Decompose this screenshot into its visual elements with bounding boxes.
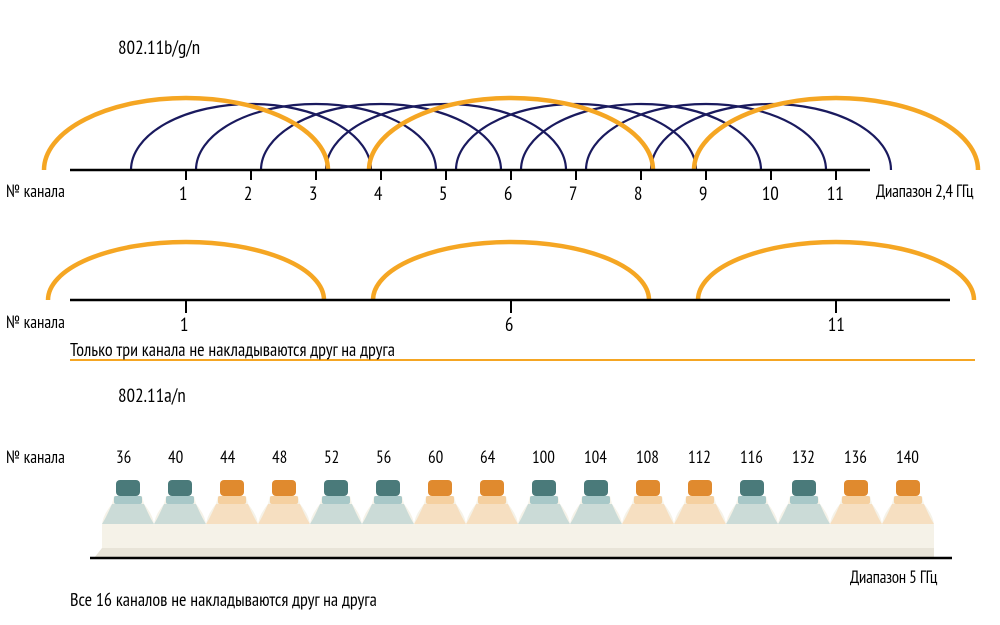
bottle-foot-112	[666, 548, 726, 558]
bottle-foot-132	[770, 548, 830, 558]
bottle-cap-48	[272, 480, 296, 496]
title-5ghz: 802.11a/n	[118, 384, 186, 408]
chnum-nonoverlap-11: 11	[828, 313, 845, 337]
bottle-cap-100	[532, 480, 556, 496]
bottle-neck-132	[790, 496, 818, 504]
bottle-foot-140	[874, 548, 934, 558]
bottle-foot-100	[510, 548, 570, 558]
bottle-cap-40	[168, 480, 192, 496]
bottle-foot-52	[302, 548, 362, 558]
chnum-24-3: 3	[309, 182, 318, 206]
bottle-cap-132	[792, 480, 816, 496]
bottle-cap-64	[480, 480, 504, 496]
chnum-5-104: 104	[584, 446, 607, 468]
chnum-24-1: 1	[179, 182, 188, 206]
caption-3nonoverlap: Только три канала не накладываются друг …	[70, 338, 395, 361]
chnum-24-7: 7	[569, 182, 578, 206]
chnum-5-56: 56	[376, 446, 391, 468]
arc-24-ch11	[694, 98, 978, 170]
chnum-24-8: 8	[634, 182, 643, 206]
bottle-foot-136	[822, 548, 882, 558]
bottle-foot-108	[614, 548, 674, 558]
chnum-5-108: 108	[636, 446, 659, 468]
diagram-svg	[0, 0, 1000, 625]
chnum-5-116: 116	[740, 446, 763, 468]
bottle-neck-44	[218, 496, 246, 504]
bottle-foot-44	[198, 548, 258, 558]
bottle-neck-136	[842, 496, 870, 504]
bottle-cap-56	[376, 480, 400, 496]
bottle-cap-36	[116, 480, 140, 496]
chnum-5-140: 140	[896, 446, 919, 468]
axis-label-5: № канала	[6, 446, 65, 468]
bottle-neck-36	[114, 496, 142, 504]
range-label-5: Диапазон 5 ГГц	[850, 566, 937, 588]
arc-24-ch6	[369, 98, 653, 170]
bottle-foot-104	[562, 548, 622, 558]
chnum-5-112: 112	[688, 446, 711, 468]
chnum-24-4: 4	[374, 182, 383, 206]
bottle-neck-64	[478, 496, 506, 504]
chnum-24-6: 6	[504, 182, 513, 206]
chnum-nonoverlap-6: 6	[505, 313, 514, 337]
bottle-cap-104	[584, 480, 608, 496]
bottle-cap-116	[740, 480, 764, 496]
chnum-5-52: 52	[324, 446, 339, 468]
bottle-neck-48	[270, 496, 298, 504]
axis-label-24: № канала	[6, 180, 65, 202]
title-24ghz: 802.11b/g/n	[118, 36, 200, 60]
chnum-5-136: 136	[844, 446, 867, 468]
chnum-5-36: 36	[116, 446, 131, 468]
bottle-cap-136	[844, 480, 868, 496]
bottle-cap-44	[220, 480, 244, 496]
caption-16nonoverlap: Все 16 каналов не накладываются друг на …	[70, 588, 377, 611]
chnum-5-44: 44	[220, 446, 235, 468]
bottle-foot-116	[718, 548, 778, 558]
bottle-neck-100	[530, 496, 558, 504]
chnum-5-40: 40	[168, 446, 183, 468]
bottle-foot-56	[354, 548, 414, 558]
bottle-neck-52	[322, 496, 350, 504]
arc-nonoverlap-ch1	[48, 242, 324, 300]
bottle-neck-112	[686, 496, 714, 504]
range-label-24: Диапазон 2,4 ГГц	[876, 180, 973, 202]
chnum-5-100: 100	[532, 446, 555, 468]
bottle-foot-48	[250, 548, 310, 558]
bottle-cap-60	[428, 480, 452, 496]
chnum-5-48: 48	[272, 446, 287, 468]
chnum-nonoverlap-1: 1	[180, 313, 189, 337]
bottle-foot-60	[406, 548, 466, 558]
bottle-neck-104	[582, 496, 610, 504]
chnum-5-132: 132	[792, 446, 815, 468]
bottle-neck-116	[738, 496, 766, 504]
axis-label-nonoverlap: № канала	[6, 311, 65, 333]
bottle-cap-108	[636, 480, 660, 496]
diagram-root: 802.11b/g/n1234567891011№ каналаДиапазон…	[0, 0, 1000, 625]
chnum-24-2: 2	[244, 182, 253, 206]
chnum-24-11: 11	[827, 182, 844, 206]
arc-nonoverlap-ch11	[698, 242, 974, 300]
bottle-neck-140	[894, 496, 922, 504]
bottle-neck-56	[374, 496, 402, 504]
chnum-5-64: 64	[480, 446, 495, 468]
bottle-cap-112	[688, 480, 712, 496]
bottle-neck-60	[426, 496, 454, 504]
bottle-neck-40	[166, 496, 194, 504]
bottle-foot-64	[458, 548, 518, 558]
bottle-cap-140	[896, 480, 920, 496]
bottle-foot-40	[146, 548, 206, 558]
bottle-foot-36	[94, 548, 154, 558]
chnum-24-5: 5	[439, 182, 448, 206]
arc-nonoverlap-ch6	[373, 242, 649, 300]
bottle-neck-108	[634, 496, 662, 504]
chnum-24-10: 10	[762, 182, 779, 206]
chnum-5-60: 60	[428, 446, 443, 468]
chnum-24-9: 9	[699, 182, 708, 206]
arc-24-ch1	[44, 98, 328, 170]
bottle-cap-52	[324, 480, 348, 496]
